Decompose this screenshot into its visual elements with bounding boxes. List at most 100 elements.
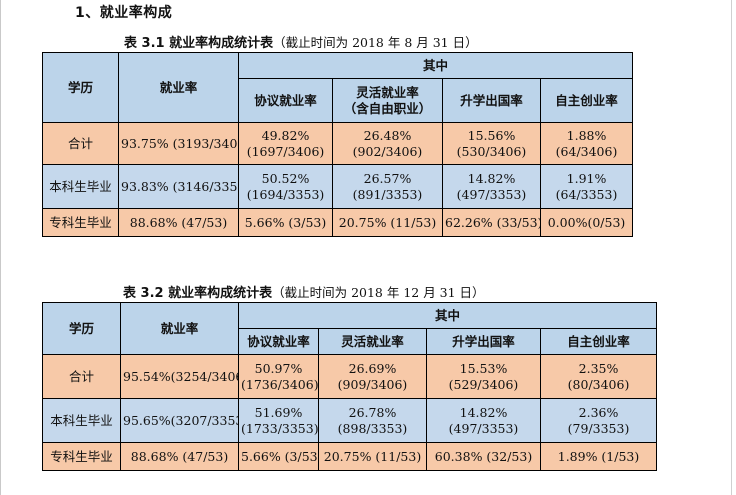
cell-value: 26.69% xyxy=(348,360,397,376)
employment-table-3-1: 学历 就业率 其中 协议就业率 灵活就业率 （含自由职业） 升学出国率 自主创业… xyxy=(42,52,634,237)
cell-value: 2.36% xyxy=(578,404,619,420)
header-further-study-rate: 升学出国率 xyxy=(442,78,541,123)
table-caption-label: 表 3.2 就业率构成统计表 xyxy=(123,286,273,301)
cell-count: (80/3406) xyxy=(567,376,630,392)
section-heading: 1、就业率构成 xyxy=(75,5,173,21)
cell-flexible: 26.69% (909/3406) xyxy=(318,354,427,399)
row-label: 本科生毕业 xyxy=(42,164,119,209)
page-left-edge xyxy=(0,0,1,495)
cell-value: 51.69% xyxy=(254,404,303,420)
cell-self-employment: 2.35% (80/3406) xyxy=(539,354,658,399)
cell-agreement: 50.52% (1694/3353) xyxy=(238,164,333,209)
cell-count: (902/3406) xyxy=(352,143,423,159)
header-agreement-rate: 协议就业率 xyxy=(238,328,319,355)
header-further-study-rate: 升学出国率 xyxy=(426,328,541,355)
cell-agreement: 51.69% (1733/3353) xyxy=(238,398,319,443)
cell-flexible: 20.75% (11/53) xyxy=(332,208,443,237)
cell-value: 2.35% xyxy=(578,360,619,376)
cell-count: (530/3406) xyxy=(456,143,527,159)
cell-count: (497/3353) xyxy=(448,420,519,436)
header-agreement-rate: 协议就业率 xyxy=(238,78,333,123)
table-row: 本科生毕业 93.83% (3146/3353) 50.52% (1694/335… xyxy=(42,164,634,209)
header-flexible-rate: 灵活就业率 xyxy=(318,328,427,355)
header-group: 其中 xyxy=(237,52,634,79)
header-degree: 学历 xyxy=(42,52,119,123)
header-self-employment-rate: 自主创业率 xyxy=(539,78,634,123)
header-rate: 就业率 xyxy=(120,302,239,355)
cell-count: (497/3353) xyxy=(456,186,527,202)
table-caption-note: （截止时间为 2018 年 12 月 31 日） xyxy=(272,285,485,300)
cell-self-employment: 0.00%(0/53) xyxy=(539,208,634,237)
cell-further-study: 15.53% (529/3406) xyxy=(426,354,541,399)
row-label: 合计 xyxy=(42,354,121,399)
table-row: 专科生毕业 88.68% (47/53) 5.66% (3/53) 20.75%… xyxy=(42,442,658,471)
cell-count: (529/3406) xyxy=(448,376,519,392)
cell-count: (1694/3353) xyxy=(246,186,325,202)
cell-value: 1.88% xyxy=(566,127,607,143)
row-label: 本科生毕业 xyxy=(42,398,121,443)
row-rate: 93.75% (3193/3406) xyxy=(118,122,239,165)
cell-further-study: 14.82% (497/3353) xyxy=(442,164,541,209)
table-row: 合计 93.75% (3193/3406) 49.82% (1697/3406) … xyxy=(42,122,634,165)
row-label: 专科生毕业 xyxy=(42,208,119,237)
cell-agreement: 5.66% (3/53) xyxy=(238,442,319,471)
cell-agreement: 49.82% (1697/3406) xyxy=(238,122,333,165)
cell-value: 26.57% xyxy=(363,170,412,186)
cell-flexible: 26.57% (891/3353) xyxy=(332,164,443,209)
cell-count: (891/3353) xyxy=(352,186,423,202)
cell-count: (898/3353) xyxy=(337,420,408,436)
row-rate: 95.54%(3254/3406) xyxy=(120,354,239,399)
cell-count: (1697/3406) xyxy=(246,143,325,159)
header-self-employment-rate: 自主创业率 xyxy=(539,328,658,355)
employment-table-3-2: 学历 就业率 其中 协议就业率 灵活就业率 升学出国率 自主创业率 合计 95.… xyxy=(42,302,658,471)
header-flexible-rate-line1: 灵活就业率 xyxy=(356,84,419,100)
cell-count: (909/3406) xyxy=(337,376,408,392)
cell-further-study: 60.38% (32/53) xyxy=(426,442,541,471)
table-caption-note: （截止时间为 2018 年 8 月 31 日） xyxy=(273,35,478,50)
cell-further-study: 15.56% (530/3406) xyxy=(442,122,541,165)
cell-agreement: 50.97% (1736/3406) xyxy=(238,354,319,399)
header-group: 其中 xyxy=(237,302,658,329)
cell-self-employment: 2.36% (79/3353) xyxy=(539,398,658,443)
cell-further-study: 62.26% (33/53) xyxy=(442,208,541,237)
cell-self-employment: 1.89% (1/53) xyxy=(539,442,658,471)
cell-count: (1733/3353) xyxy=(241,420,319,436)
cell-value: 26.78% xyxy=(348,404,397,420)
cell-value: 26.48% xyxy=(363,127,412,143)
header-degree: 学历 xyxy=(42,302,121,355)
cell-value: 50.97% xyxy=(254,360,303,376)
table-row: 本科生毕业 95.65%(3207/3353) 51.69% (1733/3353… xyxy=(42,398,658,443)
cell-self-employment: 1.88% (64/3406) xyxy=(539,122,634,165)
cell-further-study: 14.82% (497/3353) xyxy=(426,398,541,443)
cell-flexible: 26.78% (898/3353) xyxy=(318,398,427,443)
cell-value: 1.91% xyxy=(566,170,607,186)
cell-flexible: 20.75% (11/53) xyxy=(318,442,427,471)
row-label: 专科生毕业 xyxy=(42,442,121,471)
cell-self-employment: 1.91% (64/3353) xyxy=(539,164,634,209)
table-caption-3-1: 表 3.1 就业率构成统计表（截止时间为 2018 年 8 月 31 日） xyxy=(124,32,478,51)
row-rate: 95.65%(3207/3353) xyxy=(120,398,239,443)
cell-agreement: 5.66% (3/53) xyxy=(238,208,333,237)
header-flexible-rate-line2: （含自由职业） xyxy=(343,100,432,116)
cell-value: 14.82% xyxy=(467,170,516,186)
row-rate: 88.68% (47/53) xyxy=(118,208,239,237)
cell-count: (1736/3406) xyxy=(241,376,319,392)
row-rate: 93.83% (3146/3353) xyxy=(118,164,239,209)
cell-value: 50.52% xyxy=(261,170,310,186)
row-label: 合计 xyxy=(42,122,119,165)
page-right-edge xyxy=(731,0,732,495)
cell-value: 14.82% xyxy=(459,404,508,420)
cell-value: 15.56% xyxy=(467,127,516,143)
table-row: 合计 95.54%(3254/3406) 50.97% (1736/3406) 2… xyxy=(42,354,658,399)
cell-count: (64/3353) xyxy=(555,186,618,202)
table-caption-3-2: 表 3.2 就业率构成统计表（截止时间为 2018 年 12 月 31 日） xyxy=(123,282,485,301)
header-rate: 就业率 xyxy=(118,52,239,123)
cell-value: 49.82% xyxy=(261,127,310,143)
cell-count: (79/3353) xyxy=(567,420,630,436)
table-row: 专科生毕业 88.68% (47/53) 5.66% (3/53) 20.75%… xyxy=(42,208,634,237)
table-caption-label: 表 3.1 就业率构成统计表 xyxy=(124,36,274,51)
cell-count: (64/3406) xyxy=(555,143,618,159)
header-flexible-rate: 灵活就业率 （含自由职业） xyxy=(332,78,443,123)
cell-value: 15.53% xyxy=(459,360,508,376)
row-rate: 88.68% (47/53) xyxy=(120,442,239,471)
